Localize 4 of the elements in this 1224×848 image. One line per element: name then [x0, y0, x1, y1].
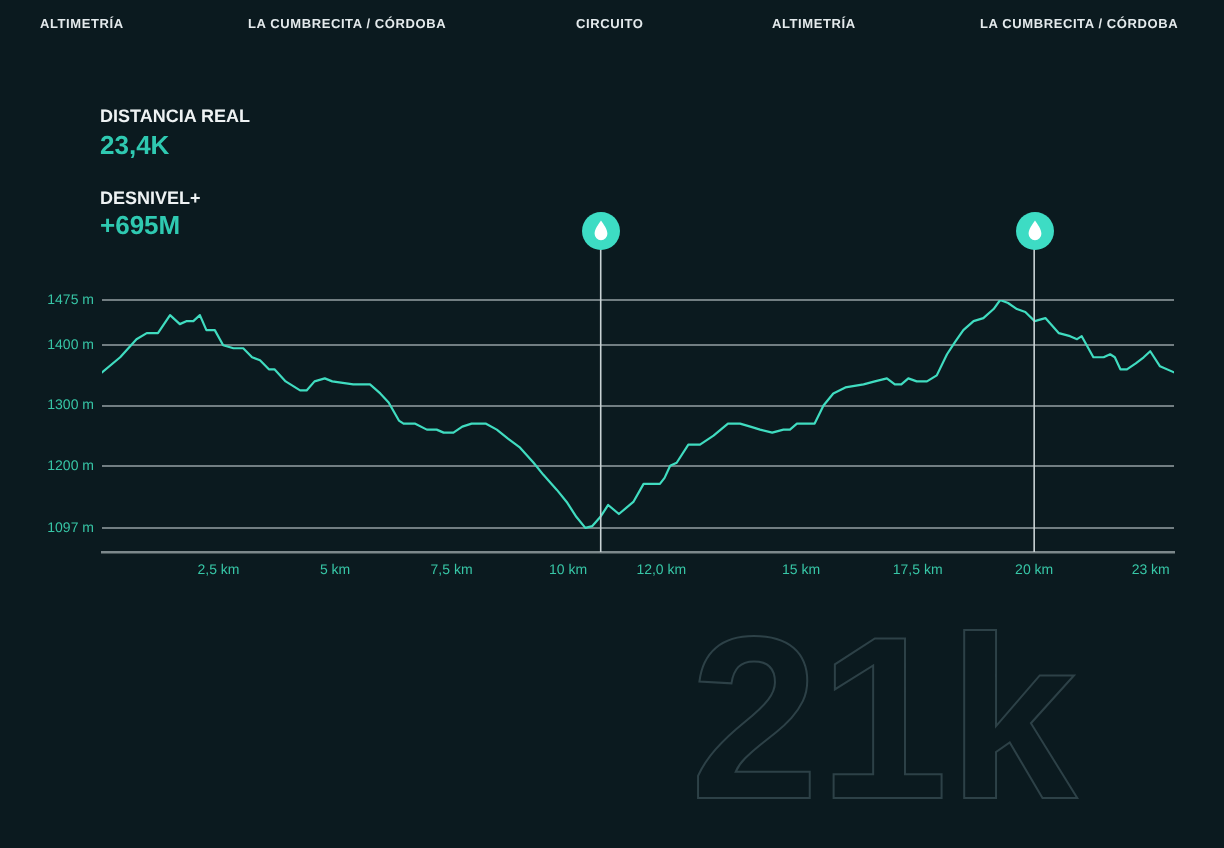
text: DISTANCIA REAL [100, 105, 250, 126]
text: +695M [100, 210, 181, 241]
text: 23,4K [100, 130, 170, 161]
text: DESNIVEL+ [100, 187, 201, 208]
